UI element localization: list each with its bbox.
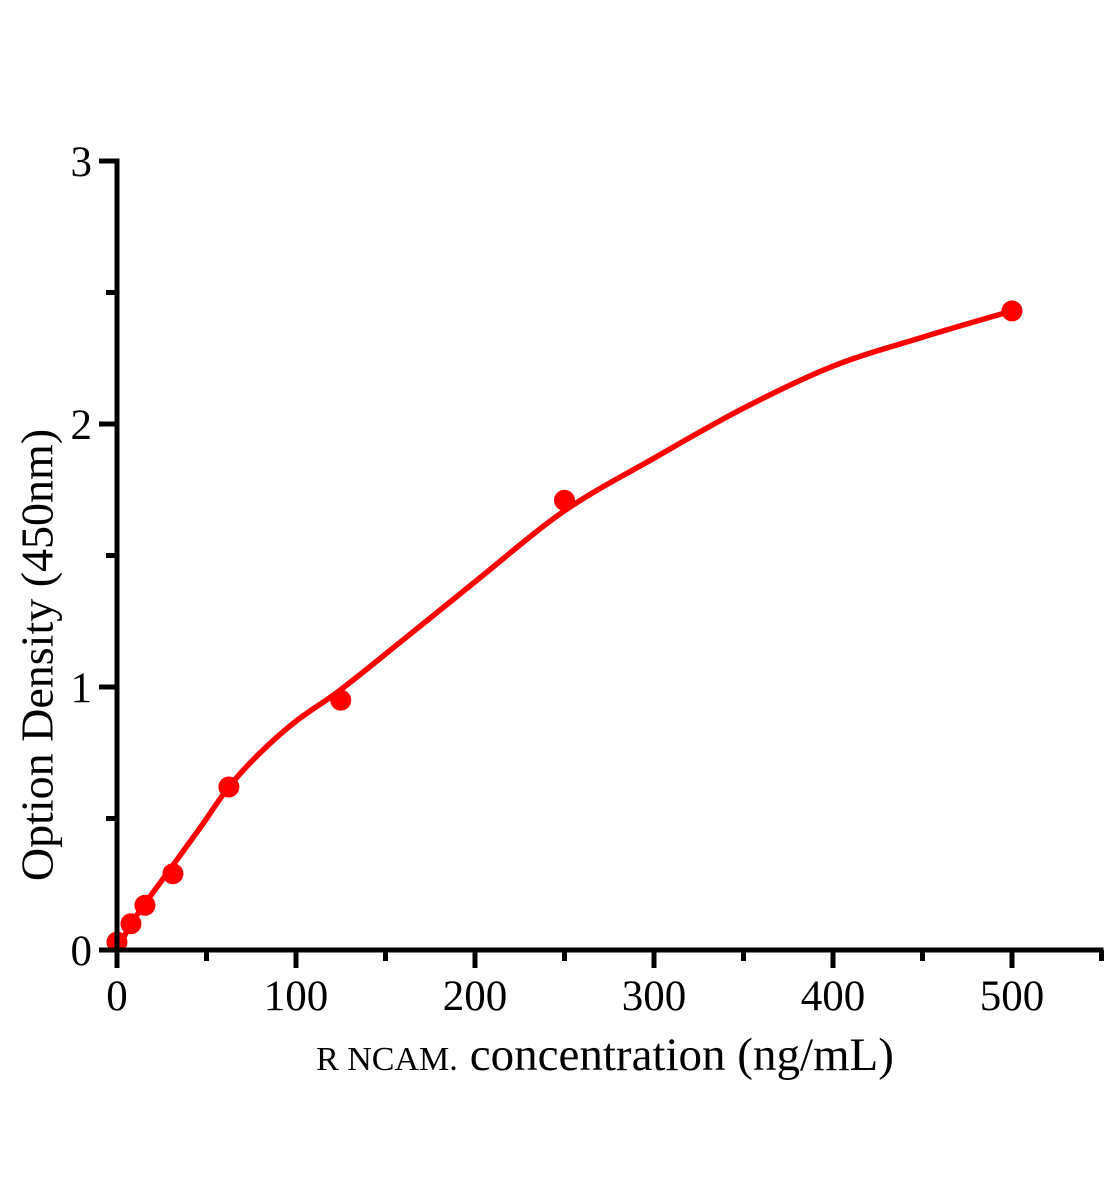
data-point (134, 894, 156, 916)
y-axis-title: Option Density (450nm) (11, 428, 63, 882)
x-axis-title-prefix: R NCAM. (316, 1041, 458, 1078)
y-tick-label: 1 (71, 665, 93, 712)
axes-group (99, 158, 1104, 968)
x-axis-title: R NCAM. concentration (ng/mL) (316, 1028, 894, 1082)
series-group (106, 300, 1023, 953)
y-tick-label: 2 (71, 402, 93, 449)
tick-labels-group: 0 100 200 300 400 500 0 1 2 3 (71, 139, 1045, 1020)
x-tick-label: 300 (622, 973, 687, 1020)
x-tick-label: 500 (980, 973, 1045, 1020)
data-point (1001, 300, 1023, 322)
x-tick-label: 0 (106, 973, 128, 1020)
data-point (120, 913, 142, 935)
fit-curve (114, 308, 1015, 953)
y-tick-label: 3 (71, 139, 93, 186)
data-point (554, 489, 575, 511)
x-tick-label: 100 (264, 973, 329, 1020)
x-tick-label: 400 (801, 973, 866, 1020)
x-axis-title-main: concentration (ng/mL) (469, 1029, 894, 1081)
y-tick-label: 0 (71, 928, 93, 975)
data-point (330, 689, 352, 711)
x-tick-label: 200 (443, 973, 508, 1020)
data-point (162, 863, 184, 885)
data-point (218, 776, 240, 798)
